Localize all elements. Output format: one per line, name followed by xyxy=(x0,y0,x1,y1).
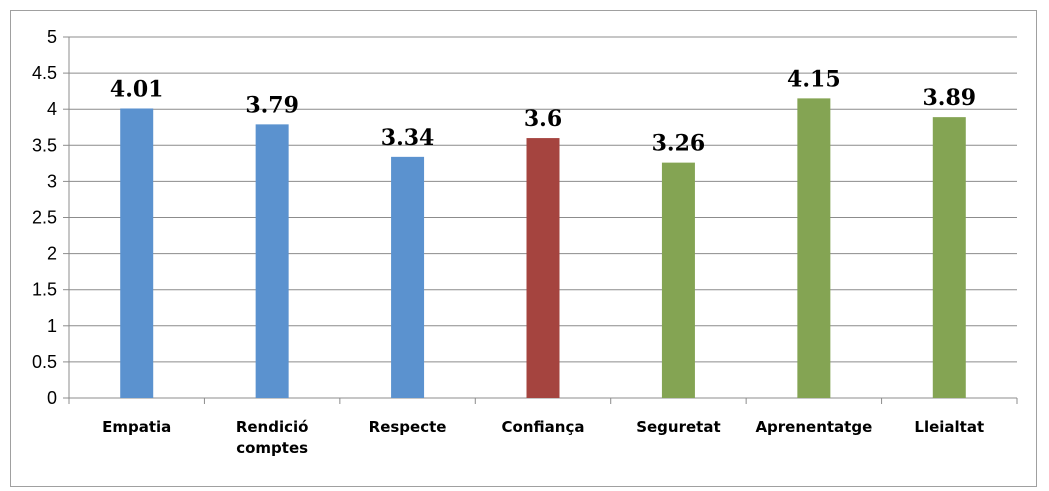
data-label: 4.15 xyxy=(787,66,841,92)
bar xyxy=(797,98,831,399)
y-tick-label: 0.5 xyxy=(32,352,57,372)
x-tick-label-line: Rendició xyxy=(236,418,309,436)
y-tick-label: 1 xyxy=(47,316,57,336)
x-tick-label-line: Respecte xyxy=(369,418,447,436)
x-tick-label: Rendició comptes xyxy=(236,418,309,457)
data-label: 4.01 xyxy=(110,76,164,102)
data-label: 3.6 xyxy=(524,106,562,132)
y-tick-label: 4 xyxy=(47,99,57,119)
x-tick-label: Empatia xyxy=(102,418,171,436)
bar xyxy=(120,108,154,398)
x-tick-label-line: Confiança xyxy=(502,418,585,436)
bar xyxy=(661,162,695,398)
data-label: 3.79 xyxy=(245,92,299,118)
y-tick-label: 3.5 xyxy=(32,135,57,155)
y-tick-label: 0 xyxy=(47,388,57,408)
x-tick-label: Lleialtat xyxy=(914,418,984,436)
y-tick-label: 1.5 xyxy=(32,280,57,300)
x-tick-label: Seguretat xyxy=(636,418,720,436)
x-tick-label-line: Lleialtat xyxy=(914,418,984,436)
data-label: 3.26 xyxy=(652,131,706,157)
x-tick-label-line: Empatia xyxy=(102,418,171,436)
data-label: 3.89 xyxy=(922,85,976,111)
y-tick-label: 3 xyxy=(47,171,57,191)
x-tick-label-line: comptes xyxy=(236,439,308,457)
x-tick-label: Confiança xyxy=(502,418,585,436)
bar xyxy=(526,138,560,398)
y-tick-label: 2.5 xyxy=(32,208,57,228)
y-tick-label: 5 xyxy=(47,27,57,47)
y-tick-label: 4.5 xyxy=(32,63,57,83)
data-label: 3.34 xyxy=(381,125,435,151)
x-tick-label-line: Seguretat xyxy=(636,418,720,436)
x-tick-label-line: Aprenentatge xyxy=(755,418,872,436)
y-tick-label: 2 xyxy=(47,244,57,264)
x-tick-label: Aprenentatge xyxy=(755,418,872,436)
bar xyxy=(932,117,966,398)
bar xyxy=(391,156,425,398)
x-tick-label: Respecte xyxy=(369,418,447,436)
chart-frame xyxy=(10,10,1037,487)
bar xyxy=(255,124,289,398)
